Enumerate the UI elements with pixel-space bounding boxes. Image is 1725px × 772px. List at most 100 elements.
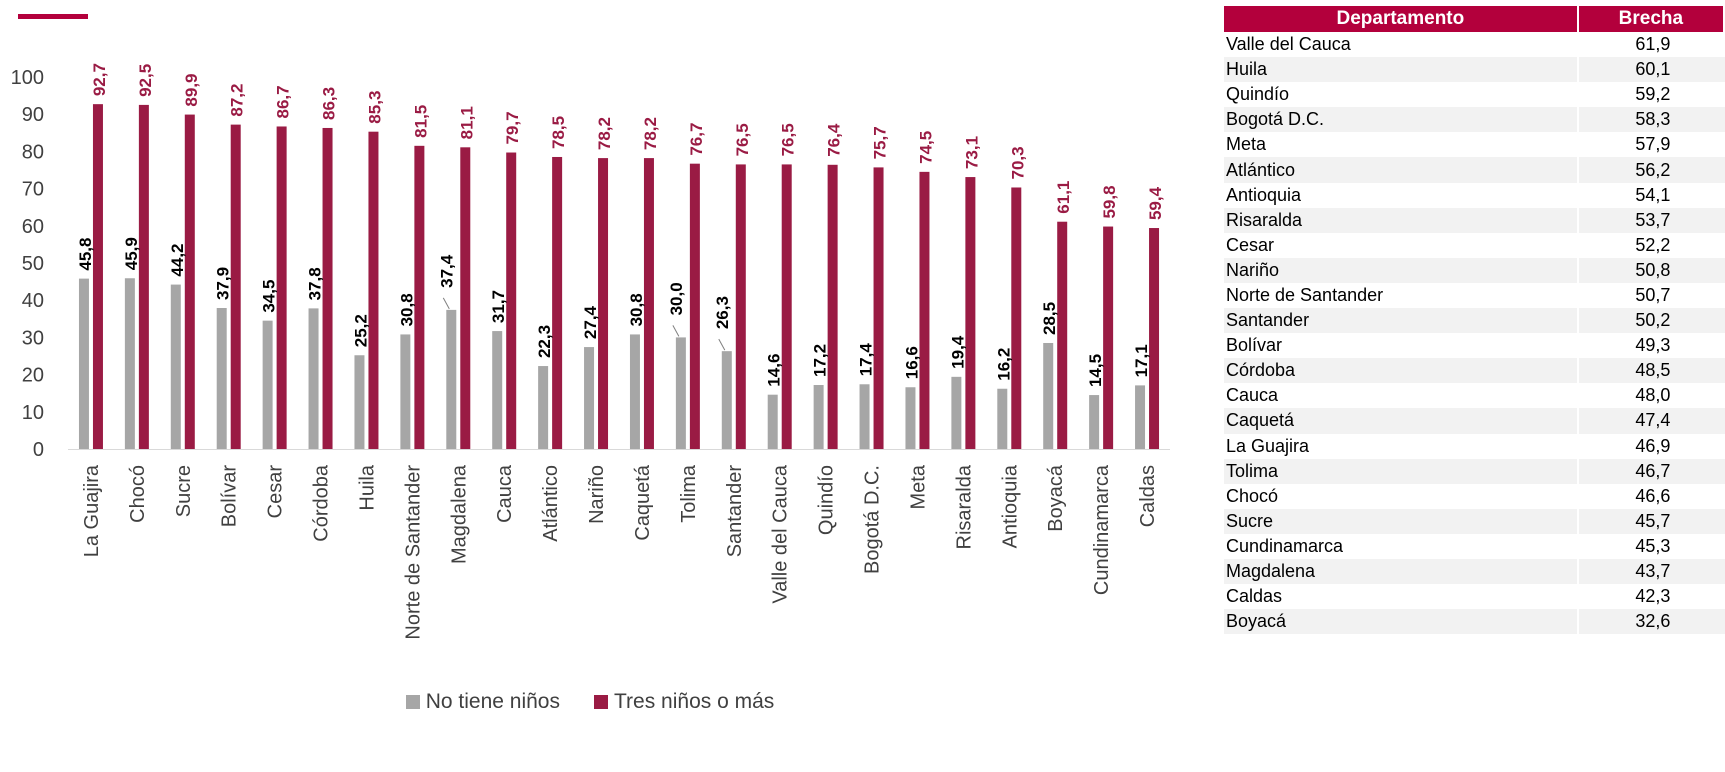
data-label-no-tiene-ninos: 17,2 [811,344,830,377]
x-axis: La Guajira Chocó Sucre Bolívar Cesar Córdoba H… [68,449,1170,640]
category-label: Tolima [678,464,700,523]
data-label-tres-ninos: 81,1 [457,106,476,139]
column-header-departamento: Departamento [1224,6,1579,32]
brecha-cell: 50,2 [1578,308,1725,334]
y-tick-label: 90 [22,104,44,126]
table-row: Santander 50,2 [1224,308,1725,334]
data-label-tres-ninos: 78,5 [549,116,568,149]
bar-tres-ninos-o-mas [368,131,379,449]
data-labels: 92,7 45,8 92,5 45,9 89,9 44,2 87,2 37,9 86,7 34,5… [76,63,1165,387]
legend: No tiene niños Tres niños o más [0,690,1180,714]
departamento-cell: Bolívar [1224,333,1579,359]
accent-bar [18,14,88,19]
bar-no-tiene-ninos [354,355,365,449]
departamento-cell: Córdoba [1224,358,1579,384]
bar-no-tiene-ninos [721,351,732,449]
legend-item-no-children: No tiene niños [405,690,560,714]
table-row: Tolima 46,7 [1224,458,1725,484]
legend-swatch-maroon [593,695,608,709]
data-label-no-tiene-ninos: 44,2 [168,243,187,276]
legend-label: Tres niños o más [613,690,775,713]
bar-no-tiene-ninos [78,278,89,449]
brecha-cell: 47,4 [1578,408,1725,434]
data-label-tres-ninos: 92,5 [136,64,155,97]
data-label-tres-ninos: 86,3 [320,87,339,120]
brecha-cell: 48,5 [1578,358,1725,384]
category-label: Meta [907,464,929,509]
data-label-tres-ninos: 76,7 [687,123,706,156]
data-label-tres-ninos: 75,7 [871,126,890,159]
bar-tres-ninos-o-mas [1011,187,1022,449]
category-label: Caquetá [632,464,654,540]
bar-no-tiene-ninos [629,334,640,449]
table-row: Chocó 46,6 [1224,483,1725,509]
y-axis: 0 10 20 30 40 50 60 70 80 90 100 [11,67,44,461]
category-label: Córdoba [311,464,333,542]
table-row: Valle del Cauca 61,9 [1224,32,1725,58]
table-row: Meta 57,9 [1224,132,1725,158]
departamento-cell: Norte de Santander [1224,282,1579,309]
bar-tres-ninos-o-mas [1149,228,1160,449]
bar-tres-ninos-o-mas [598,158,609,449]
data-label-tres-ninos: 81,5 [411,105,430,138]
departamento-cell: Cesar [1224,232,1579,258]
category-label: Valle del Cauca [770,464,792,603]
category-label: Cauca [494,464,516,523]
legend-item-three-children: Tres niños o más [593,690,775,714]
data-label-tres-ninos: 70,3 [1008,146,1027,179]
table-row: Huila 60,1 [1224,57,1725,83]
brecha-cell: 32,6 [1578,609,1725,635]
bar-tres-ninos-o-mas [460,147,471,450]
data-label-no-tiene-ninos: 30,0 [667,282,686,315]
data-label-no-tiene-ninos: 31,7 [489,290,508,323]
table-row: Sucre 45,7 [1224,508,1725,534]
y-tick-label: 10 [22,402,44,424]
category-label: Quindío [816,465,838,535]
bar-no-tiene-ninos [1043,342,1054,449]
category-label: Huila [356,464,378,510]
bar-tres-ninos-o-mas [919,171,930,450]
bar-tres-ninos-o-mas [643,158,654,449]
bar-no-tiene-ninos [492,331,503,449]
departamento-cell: Santander [1224,308,1579,334]
brecha-cell: 59,2 [1635,84,1671,105]
y-tick-label: 100 [11,67,44,89]
category-label: La Guajira [81,464,103,557]
brecha-cell: 60,1 [1578,57,1725,83]
bar-tres-ninos-o-mas [965,177,976,449]
data-label-tres-ninos: 78,2 [641,117,660,150]
data-label-tres-ninos: 85,3 [365,91,384,124]
bar-no-tiene-ninos [767,394,778,449]
y-tick-label: 50 [22,253,44,275]
brecha-cell: 48,0 [1635,385,1671,406]
data-label-no-tiene-ninos: 16,6 [902,346,921,379]
departamento-cell: Caquetá [1224,408,1579,434]
y-tick-label: 60 [22,216,44,238]
y-tick-label: 0 [33,439,44,461]
departamento-cell: Sucre [1224,508,1579,534]
category-label: Bogotá D.C. [862,465,884,574]
bar-tres-ninos-o-mas [735,164,746,450]
brecha-cell: 49,3 [1635,335,1671,356]
category-label: Cesar [265,465,287,519]
departamento-cell: Nariño [1224,257,1579,283]
brecha-table: Departamento Brecha Valle del Cauca 61,9 H… [1224,6,1725,635]
category-label: Magdalena [448,464,470,564]
data-label-tres-ninos: 86,7 [274,85,293,118]
departamento-cell: Magdalena [1224,558,1579,585]
table-row: Risaralda 53,7 [1224,207,1725,233]
table-row: Quindío 59,2 [1224,82,1725,108]
category-label: Bolívar [219,465,241,528]
departamento-cell: Risaralda [1224,207,1579,233]
table-row: Bolívar 49,3 [1224,333,1725,359]
category-label: Sucre [173,465,195,517]
brecha-cell: 52,2 [1635,234,1671,255]
data-label-no-tiene-ninos: 37,9 [214,267,233,300]
bar-tres-ninos-o-mas [1103,226,1114,449]
data-label-no-tiene-ninos: 17,1 [1132,344,1151,377]
data-label-no-tiene-ninos: 25,2 [351,314,370,347]
table-row: Cesar 52,2 [1224,232,1725,258]
departamento-cell: Tolima [1224,458,1579,484]
bar-tres-ninos-o-mas [506,152,517,450]
departamento-cell: Huila [1224,57,1579,83]
